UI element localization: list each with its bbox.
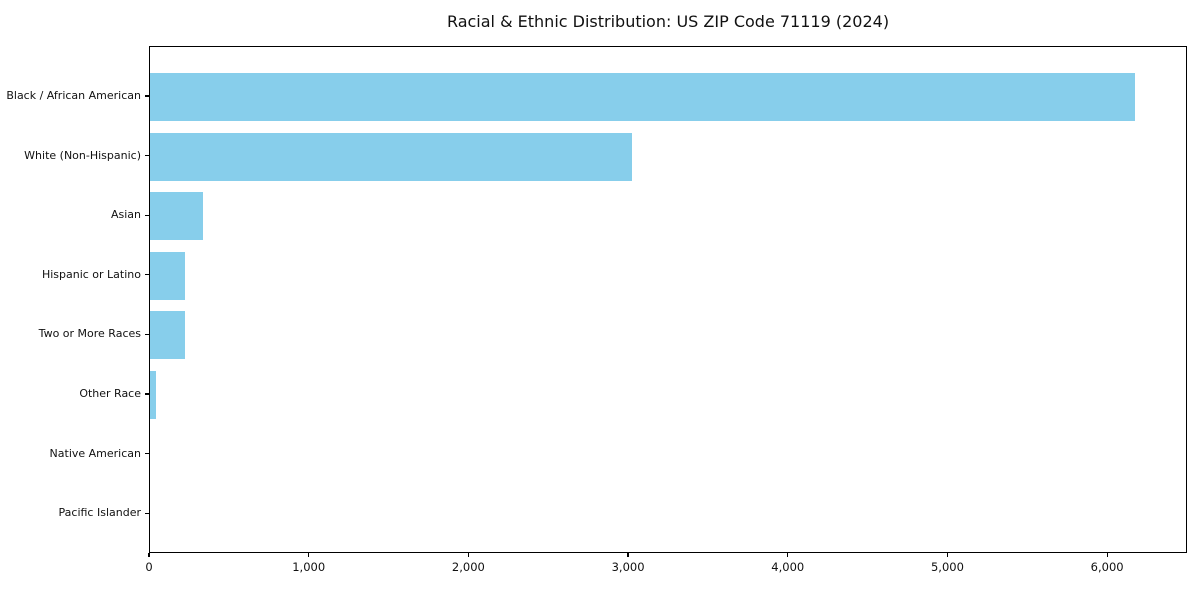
x-tick-label: 2,000 — [451, 560, 485, 574]
bar — [150, 251, 186, 300]
bar — [150, 132, 633, 181]
y-axis-tick — [145, 512, 149, 514]
y-axis-tick — [145, 452, 149, 455]
y-axis-tick — [145, 333, 149, 336]
plot-area — [149, 46, 1187, 553]
y-axis-tick — [145, 95, 149, 97]
x-axis-tick — [308, 553, 310, 557]
y-tick-label: Other Race — [79, 387, 141, 400]
y-axis-tick — [145, 154, 149, 157]
x-tick-label: 1,000 — [292, 560, 326, 574]
chart-title: Racial & Ethnic Distribution: US ZIP Cod… — [446, 12, 890, 31]
y-tick-label: Black / African American — [6, 89, 141, 102]
x-tick-label: 0 — [145, 560, 153, 574]
x-tick-label: 6,000 — [1090, 560, 1124, 574]
x-axis-tick — [946, 553, 949, 557]
x-axis-tick — [148, 553, 150, 557]
bar — [150, 311, 186, 360]
x-tick-label: 4,000 — [771, 560, 805, 574]
x-axis-tick — [1106, 553, 1108, 557]
bar — [150, 73, 1136, 121]
x-axis-tick — [627, 553, 629, 557]
y-tick-label: Native American — [49, 446, 141, 460]
x-tick-label: 3,000 — [611, 560, 645, 574]
y-tick-label: Hispanic or Latino — [41, 267, 141, 281]
y-axis-tick — [145, 274, 149, 276]
y-tick-label: Two or More Races — [38, 327, 141, 341]
x-tick-label: 5,000 — [930, 560, 964, 574]
y-tick-label: Asian — [110, 208, 141, 222]
y-tick-label: Pacific Islander — [58, 506, 141, 520]
y-axis-tick — [145, 393, 149, 395]
bar — [150, 192, 204, 241]
y-tick-label: White (Non-Hispanic) — [24, 148, 141, 162]
bar — [150, 371, 156, 419]
x-axis-tick — [467, 553, 470, 557]
y-axis-tick — [145, 214, 149, 216]
x-axis-tick — [787, 553, 789, 557]
